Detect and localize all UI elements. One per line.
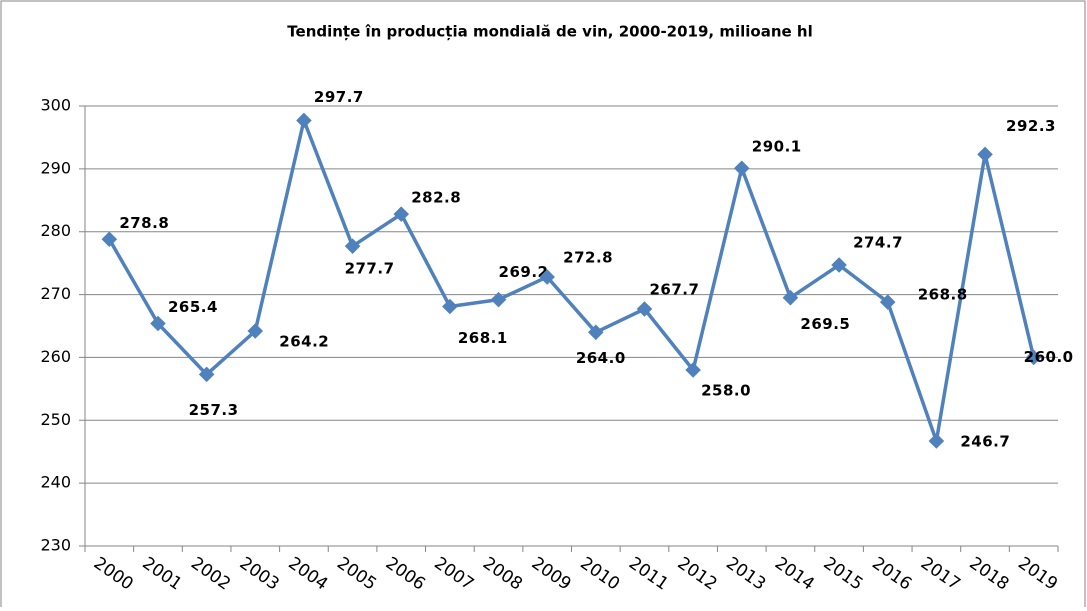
marker	[393, 206, 410, 222]
data-label: 269.5	[800, 315, 850, 333]
marker	[150, 315, 166, 332]
data-label: 264.0	[576, 349, 626, 367]
data-label: 246.7	[960, 433, 1010, 451]
marker	[198, 366, 215, 383]
data-label: 264.2	[279, 333, 329, 351]
data-label: 257.3	[189, 401, 239, 419]
y-tick-label: 250	[40, 410, 71, 429]
data-label: 260.0	[1024, 348, 1074, 366]
y-tick-label: 290	[40, 158, 71, 177]
data-label: 277.7	[345, 260, 395, 278]
data-label: 268.8	[918, 286, 968, 304]
y-tick-label: 240	[40, 473, 71, 492]
data-label: 278.8	[119, 214, 169, 232]
line	[107, 118, 1036, 443]
marker	[1025, 349, 1042, 366]
data-label: 274.7	[853, 234, 903, 252]
y-tick-label: 260	[40, 347, 71, 366]
marker	[977, 146, 993, 163]
data-label: 258.0	[701, 382, 751, 400]
data-label: 268.1	[458, 329, 508, 347]
marker	[733, 160, 750, 177]
data-label: 265.4	[168, 298, 218, 316]
data-label: 290.1	[752, 138, 802, 156]
data-label: 269.2	[499, 263, 549, 281]
data-label: 297.7	[314, 88, 364, 106]
y-tick-label: 230	[40, 536, 71, 555]
data-label: 272.8	[563, 248, 613, 266]
marker	[101, 231, 118, 248]
data-label: 292.3	[1006, 117, 1056, 135]
y-tick-label: 300	[40, 96, 71, 115]
y-tick-label: 280	[40, 221, 71, 240]
data-label: 267.7	[649, 281, 699, 299]
y-tick-label: 270	[40, 284, 71, 303]
marker	[344, 238, 361, 254]
chart-title: Tendințe în producția mondială de vin, 2…	[287, 23, 812, 41]
data-label: 282.8	[411, 189, 461, 207]
